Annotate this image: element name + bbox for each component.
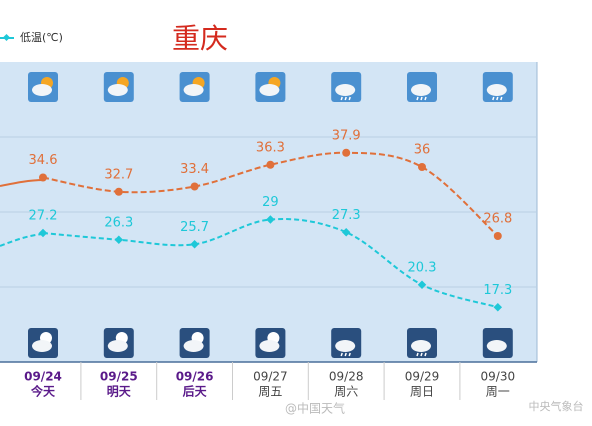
x-tick-sublabel: 周五 [258,385,282,399]
value-label: 33.4 [180,162,209,177]
point [266,215,275,224]
value-label: 36 [414,143,431,158]
watermark: 中央气象台 [529,399,584,413]
line-continuation [0,179,44,187]
x-tick-sublabel: 周日 [410,385,434,399]
point [417,280,427,289]
icon-cloud [32,340,52,352]
x-tick-label: 09/30 [481,370,516,384]
icon-rain [420,352,423,357]
value-label: 36.3 [256,140,285,155]
value-label: 34.6 [29,153,58,168]
value-label: 32.7 [104,167,133,182]
x-tick-label: 09/29 [405,370,440,384]
x-tick-label: 09/24 [24,370,62,384]
x-tick-sublabel: 今天 [30,384,56,399]
icon-rain [344,96,347,101]
point [342,148,351,157]
x-tick-label: 09/27 [253,370,288,384]
value-label: 20.3 [408,260,437,275]
icon-rain [340,352,343,357]
icon-cloud [411,84,431,96]
line-continuation [0,233,44,247]
point [190,240,199,249]
x-tick-sublabel: 明天 [107,385,132,399]
icon-cloud [32,84,52,96]
icon-rain [416,96,419,101]
point [493,232,502,240]
icon-rain [420,96,423,101]
icon-cloud [486,84,507,96]
weather-icons [28,72,513,358]
icon-rain [492,96,495,101]
x-tick-label: 09/25 [100,370,138,384]
value-label: 37.9 [332,128,361,143]
legend-label: 低温(℃) [20,31,63,44]
icon-rain [340,96,343,101]
value-label: 25.7 [180,220,209,235]
icon-cloud [335,340,356,352]
x-tick-sublabel: 周六 [334,385,358,399]
point [114,187,123,196]
point [114,235,124,244]
icon-cloud [411,340,431,352]
value-label: 27.2 [29,209,58,224]
legend-marker [2,33,11,42]
point [493,303,503,312]
icon-cloud [107,84,128,96]
point [341,228,351,237]
icon-cloud [335,84,356,96]
chart-title: 重庆 [172,22,228,55]
x-tick-label: 09/28 [329,370,364,384]
icon-cloud [107,340,128,352]
icon-cloud [183,84,204,96]
icon-rain [348,96,351,101]
icon-rain [416,352,419,357]
value-label: 27.3 [332,208,361,223]
icon-rain [348,352,351,357]
x-tick-sublabel: 后天 [183,384,208,399]
icon-rain [496,96,499,101]
point [38,228,48,238]
value-label: 26.3 [104,215,133,230]
point [418,163,426,171]
icon-rain [344,352,347,357]
icon-rain [424,352,427,357]
icon-cloud [259,84,280,96]
icon-rain [424,96,427,101]
icon-rain [500,96,503,101]
value-label: 29 [262,195,279,210]
point [190,182,199,191]
point [266,160,275,169]
x-tick-label: 09/26 [176,370,214,384]
x-tick-sublabel: 周一 [486,385,510,399]
point [39,173,47,182]
watermark: @中国天气 [285,401,345,416]
icon-cloud [183,340,204,352]
icon-cloud [259,340,280,352]
value-label: 26.8 [483,212,512,227]
value-label: 17.3 [483,283,512,298]
icon-cloud [486,340,507,352]
